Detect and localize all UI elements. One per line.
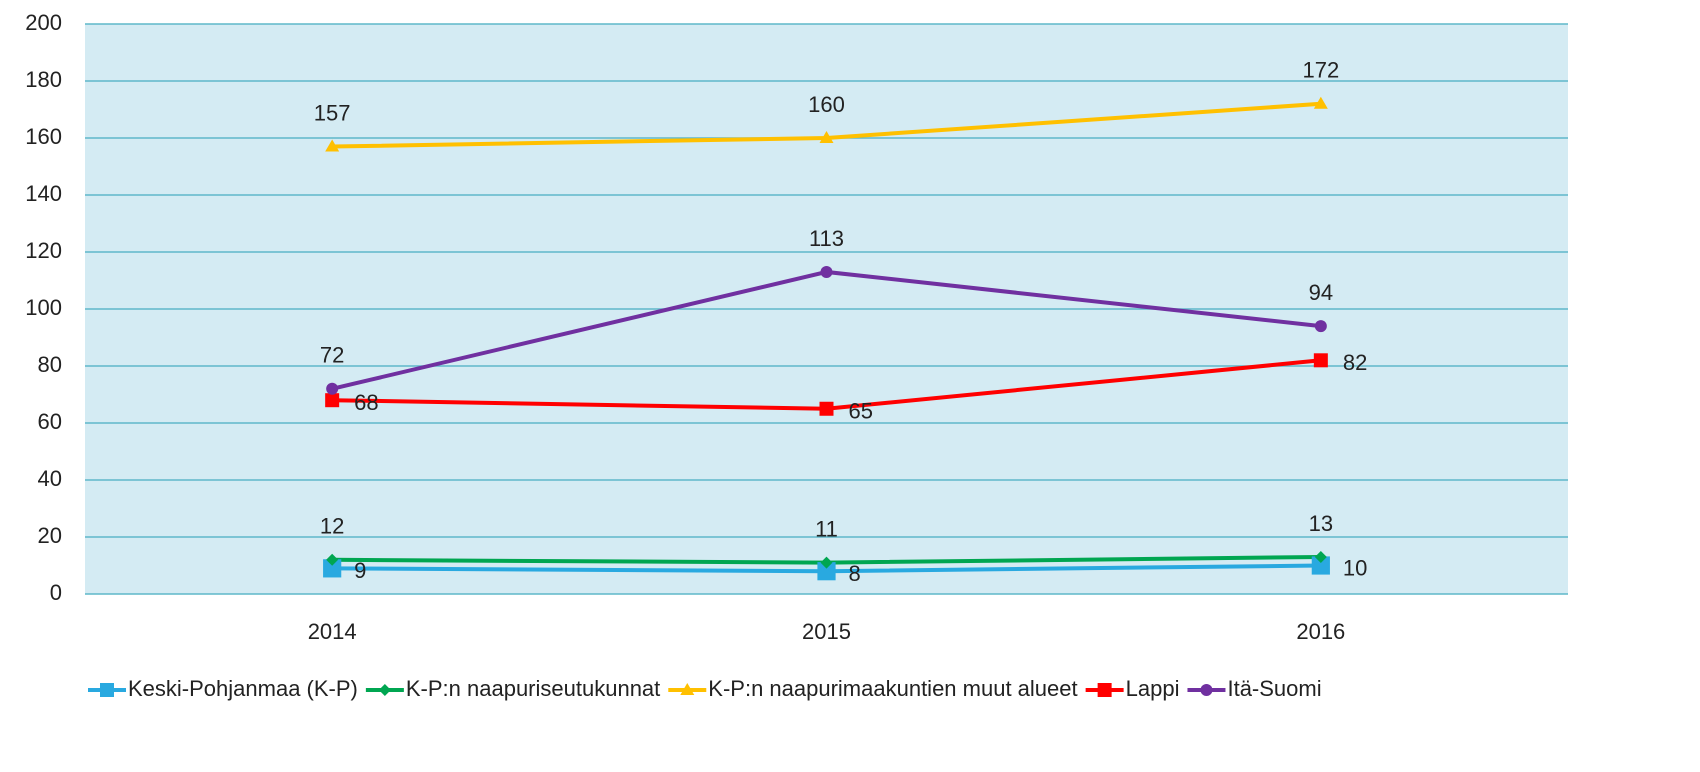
y-tick-label: 0	[50, 580, 62, 605]
legend-marker	[1200, 684, 1213, 696]
legend-label: Itä-Suomi	[1227, 676, 1321, 701]
x-tick-label: 2016	[1296, 619, 1345, 644]
legend-marker	[100, 683, 114, 697]
y-tick-label: 140	[25, 181, 62, 206]
legend-marker	[680, 683, 695, 695]
data-label: 160	[808, 92, 845, 117]
data-label: 82	[1343, 350, 1367, 375]
x-tick-label: 2015	[802, 619, 851, 644]
y-tick-label: 60	[38, 409, 62, 434]
y-tick-label: 180	[25, 67, 62, 92]
marker	[820, 265, 833, 278]
y-tick-label: 40	[38, 466, 62, 491]
marker	[323, 559, 342, 578]
marker	[1311, 556, 1330, 575]
y-tick-label: 100	[25, 295, 62, 320]
data-label: 72	[320, 343, 344, 368]
marker	[817, 562, 836, 581]
data-label: 157	[314, 100, 351, 125]
marker	[326, 553, 339, 566]
data-label: 10	[1343, 555, 1367, 580]
data-label: 11	[815, 516, 838, 541]
legend-label: K-P:n naapurimaakuntien muut alueet	[708, 676, 1077, 701]
marker	[326, 382, 339, 395]
y-tick-label: 80	[38, 352, 62, 377]
y-tick-label: 160	[25, 124, 62, 149]
marker	[1313, 96, 1328, 109]
legend-marker	[378, 684, 391, 696]
data-label: 113	[809, 226, 844, 251]
marker	[1314, 550, 1327, 563]
data-label: 12	[320, 514, 344, 539]
x-tick-label: 2014	[308, 619, 357, 644]
marker	[820, 556, 833, 569]
legend-label: Lappi	[1126, 676, 1180, 701]
marker	[819, 401, 834, 416]
marker	[325, 393, 340, 408]
marker	[819, 131, 834, 143]
data-label: 68	[354, 390, 378, 415]
data-label: 13	[1309, 511, 1333, 536]
y-tick-label: 20	[38, 523, 62, 548]
y-tick-label: 120	[25, 238, 62, 263]
legend-label: Keski-Pohjanmaa (K-P)	[128, 676, 358, 701]
data-label: 94	[1309, 280, 1333, 305]
legend-marker	[1097, 683, 1112, 697]
data-label: 172	[1302, 58, 1339, 83]
data-label: 9	[354, 558, 366, 583]
marker	[325, 139, 340, 152]
marker	[1314, 320, 1327, 333]
data-label: 65	[849, 399, 873, 424]
legend-label: K-P:n naapuriseutukunnat	[406, 676, 660, 701]
y-tick-label: 200	[25, 10, 62, 35]
marker	[1313, 353, 1328, 368]
data-label: 8	[849, 561, 861, 586]
